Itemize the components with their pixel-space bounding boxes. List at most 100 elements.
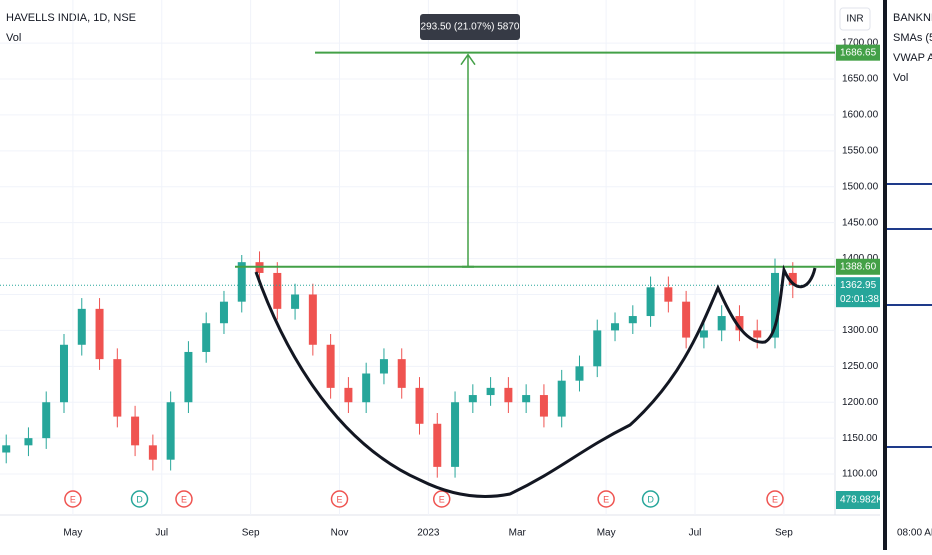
x-tick-label: Nov: [331, 528, 349, 539]
event-marker: [766, 490, 784, 508]
event-label: E: [772, 494, 778, 504]
candle-body: [735, 316, 744, 331]
candle-body: [468, 395, 477, 403]
candle-body: [575, 366, 584, 381]
volume-tag: 478.982K: [840, 495, 883, 506]
y-tick-label: 1550.00: [842, 145, 879, 156]
event-marker: [64, 490, 82, 508]
candle-body: [664, 287, 673, 302]
event-label: E: [603, 494, 609, 504]
event-marker: [130, 490, 149, 508]
event-label: E: [181, 494, 187, 504]
resistance-tag: 1388.60: [840, 261, 877, 272]
x-tick-label: Sep: [242, 528, 260, 539]
y-tick-label: 1400.00: [842, 253, 879, 264]
symbol-title: HAVELLS INDIA, 1D, NSE: [6, 12, 136, 24]
event-marker: [175, 490, 193, 508]
volume-tag-box: [836, 491, 880, 509]
event-label: D: [647, 494, 654, 504]
candle-body: [326, 344, 335, 388]
side-symbol: BANKNIF: [893, 12, 932, 24]
candle-body: [113, 359, 122, 417]
x-tick-label: 2023: [417, 528, 440, 539]
target-tag-box: [836, 44, 880, 61]
candle-body: [771, 272, 780, 338]
candle-body: [95, 308, 104, 360]
last-price-box: [836, 277, 880, 308]
plot: 1100.001150.001200.001250.001300.001350.…: [0, 0, 879, 539]
candle-body: [166, 402, 175, 460]
side-line: Vol: [893, 72, 908, 84]
candle-body: [273, 272, 282, 309]
candle-body: [415, 387, 424, 424]
x-tick-label: Jul: [689, 528, 702, 539]
y-tick-label: 1150.00: [842, 433, 878, 444]
candle-body: [522, 395, 531, 403]
y-tick-label: 1500.00: [842, 181, 879, 192]
candle-body: [451, 402, 460, 467]
x-tick-label: Mar: [509, 528, 527, 539]
volume-title: Vol: [6, 32, 21, 44]
candle-body: [2, 445, 11, 453]
candle-body: [24, 438, 33, 446]
panel-divider: [883, 0, 887, 550]
event-label: E: [439, 494, 445, 504]
side-line: VWAP An: [893, 52, 932, 64]
candle-body: [611, 323, 620, 331]
y-tick-label: 1200.00: [842, 397, 879, 408]
side-line: SMAs (50: [893, 32, 932, 44]
candle-body: [433, 423, 442, 467]
side-time: 08:00 AM: [897, 528, 932, 539]
candle-body: [237, 262, 246, 302]
countdown: 02:01:38: [840, 294, 879, 305]
event-marker: [597, 490, 615, 508]
last-price-tag: 1362.95: [840, 280, 877, 291]
y-tick-label: 1300.00: [842, 325, 879, 336]
candle-body: [788, 272, 797, 286]
candle-body: [539, 395, 548, 417]
candle-body: [397, 359, 406, 388]
measure-box: [420, 14, 520, 40]
x-tick-label: May: [63, 528, 82, 539]
currency: INR: [846, 14, 863, 25]
event-label: E: [70, 494, 76, 504]
candle-body: [486, 387, 495, 396]
candle-body: [59, 344, 68, 403]
target-tag: 1686.65: [840, 47, 877, 58]
y-tick-label: 1250.00: [842, 361, 879, 372]
candle-body: [219, 301, 228, 324]
y-tick-label: 1600.00: [842, 110, 879, 121]
event-label: E: [337, 494, 343, 504]
x-tick-label: May: [597, 528, 616, 539]
x-tick-label: Sep: [775, 528, 793, 539]
event-marker: [641, 490, 660, 508]
cup-and-handle: [254, 264, 817, 498]
candle-body: [593, 330, 602, 367]
y-tick-label: 1650.00: [842, 74, 879, 85]
candle-body: [291, 294, 300, 309]
resistance-tag-box: [836, 258, 880, 275]
candle-body: [131, 416, 140, 446]
currency-button[interactable]: [839, 7, 871, 31]
candle-body: [646, 287, 655, 317]
candle-body: [379, 359, 388, 374]
side-panel: BANKNIF SMAs (50 VWAP An Vol 08:00 AM: [887, 12, 932, 539]
candle-body: [504, 387, 513, 403]
candle-body: [308, 294, 317, 345]
candle-body: [184, 351, 193, 403]
event-label: D: [136, 494, 143, 504]
candle-body: [77, 308, 86, 345]
event-marker: [432, 490, 451, 508]
x-tick-label: Jul: [155, 528, 168, 539]
candle-body: [682, 301, 691, 338]
candle-body: [699, 330, 708, 338]
candle-body: [753, 330, 762, 338]
candle-body: [202, 323, 211, 352]
candle-body: [628, 316, 637, 324]
candle-body: [717, 316, 726, 331]
measure-label: 293.50 (21.07%) 5870: [421, 22, 520, 33]
event-marker: [330, 490, 349, 508]
arrow-head: [460, 53, 476, 66]
candle-body: [557, 380, 566, 417]
